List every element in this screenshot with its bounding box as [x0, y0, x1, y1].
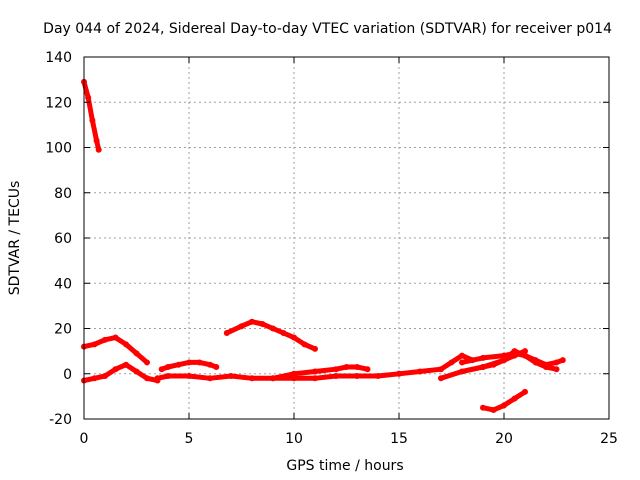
data-point [511, 395, 518, 402]
data-point [301, 341, 308, 348]
data-point [417, 368, 423, 375]
y-axis-title: SDTVAR / TECUs [7, 181, 23, 296]
data-point [112, 334, 119, 341]
data-point [123, 341, 129, 348]
data-point [459, 352, 465, 359]
data-point [93, 137, 100, 144]
data-point [375, 373, 381, 380]
data-point [228, 373, 234, 380]
data-point [207, 361, 213, 368]
x-axis-title: GPS time / hours [286, 458, 403, 474]
x-tick-label: 10 [285, 431, 303, 447]
chart-title: Day 044 of 2024, Sidereal Day-to-day VTE… [43, 21, 612, 37]
data-point [249, 375, 255, 382]
y-tick-label: 120 [45, 95, 72, 111]
data-point [165, 363, 171, 370]
y-tick-label: 40 [54, 276, 72, 292]
data-point [333, 373, 339, 380]
data-point [532, 359, 539, 366]
data-point [154, 375, 161, 382]
data-point [480, 354, 486, 361]
data-point [95, 146, 102, 153]
data-point [559, 357, 566, 364]
data-point [312, 375, 318, 382]
data-point [223, 330, 230, 337]
y-tick-label: 100 [45, 141, 72, 157]
data-point [459, 359, 465, 366]
data-point [553, 359, 560, 366]
data-point [270, 325, 276, 332]
x-tick-label: 20 [495, 431, 513, 447]
data-point [501, 402, 507, 409]
y-tick-label: 20 [54, 322, 72, 338]
series-layer [81, 78, 566, 413]
data-point [354, 363, 360, 370]
data-point [543, 363, 549, 370]
data-point [364, 366, 371, 373]
data-point [333, 366, 339, 373]
data-point [291, 375, 297, 382]
x-tick-label: 25 [600, 431, 618, 447]
data-point [213, 363, 220, 370]
data-point [85, 94, 92, 101]
data-point [522, 388, 528, 395]
data-point [207, 375, 213, 382]
data-point [511, 348, 518, 355]
y-tick-label: -20 [49, 412, 72, 428]
data-point [144, 375, 150, 382]
data-point [186, 359, 192, 366]
data-point [312, 345, 318, 352]
data-point [165, 373, 171, 380]
data-point [343, 363, 350, 370]
data-point [102, 336, 108, 343]
data-point [89, 117, 96, 124]
data-point [459, 368, 465, 375]
data-point [196, 359, 203, 366]
data-point [280, 330, 287, 337]
x-tick-label: 15 [390, 431, 408, 447]
data-point [91, 341, 98, 348]
data-point [448, 359, 455, 366]
data-point [354, 373, 360, 380]
ticks: 0 5 10 15 20 25 -20 0 20 40 60 80 100 120 140 [45, 50, 618, 447]
data-point [522, 352, 528, 359]
data-point [123, 361, 129, 368]
data-point [490, 406, 497, 413]
data-point [186, 373, 192, 380]
data-point [438, 366, 444, 373]
data-point [312, 368, 318, 375]
data-point [158, 366, 165, 373]
data-point [175, 361, 182, 368]
data-point [553, 366, 560, 373]
data-point [501, 357, 507, 364]
data-point [112, 366, 119, 373]
y-tick-label: 140 [45, 50, 72, 66]
data-point [270, 375, 276, 382]
data-point [259, 320, 266, 327]
data-point [396, 370, 402, 377]
x-tick-label: 5 [185, 431, 194, 447]
data-point [480, 404, 486, 411]
y-tick-label: 0 [63, 367, 72, 383]
x-tick-label: 0 [80, 431, 89, 447]
data-point [480, 363, 486, 370]
data-point [249, 318, 255, 325]
data-point [291, 370, 297, 377]
series-track-2 [81, 335, 150, 365]
y-tick-label: 60 [54, 231, 72, 247]
data-point [91, 375, 98, 382]
data-point [133, 350, 140, 357]
data-point [438, 375, 444, 382]
data-point [291, 334, 297, 341]
data-point [102, 373, 108, 380]
data-point [238, 323, 245, 330]
y-tick-label: 80 [54, 186, 72, 202]
data-point [133, 368, 140, 375]
data-point [144, 359, 150, 366]
